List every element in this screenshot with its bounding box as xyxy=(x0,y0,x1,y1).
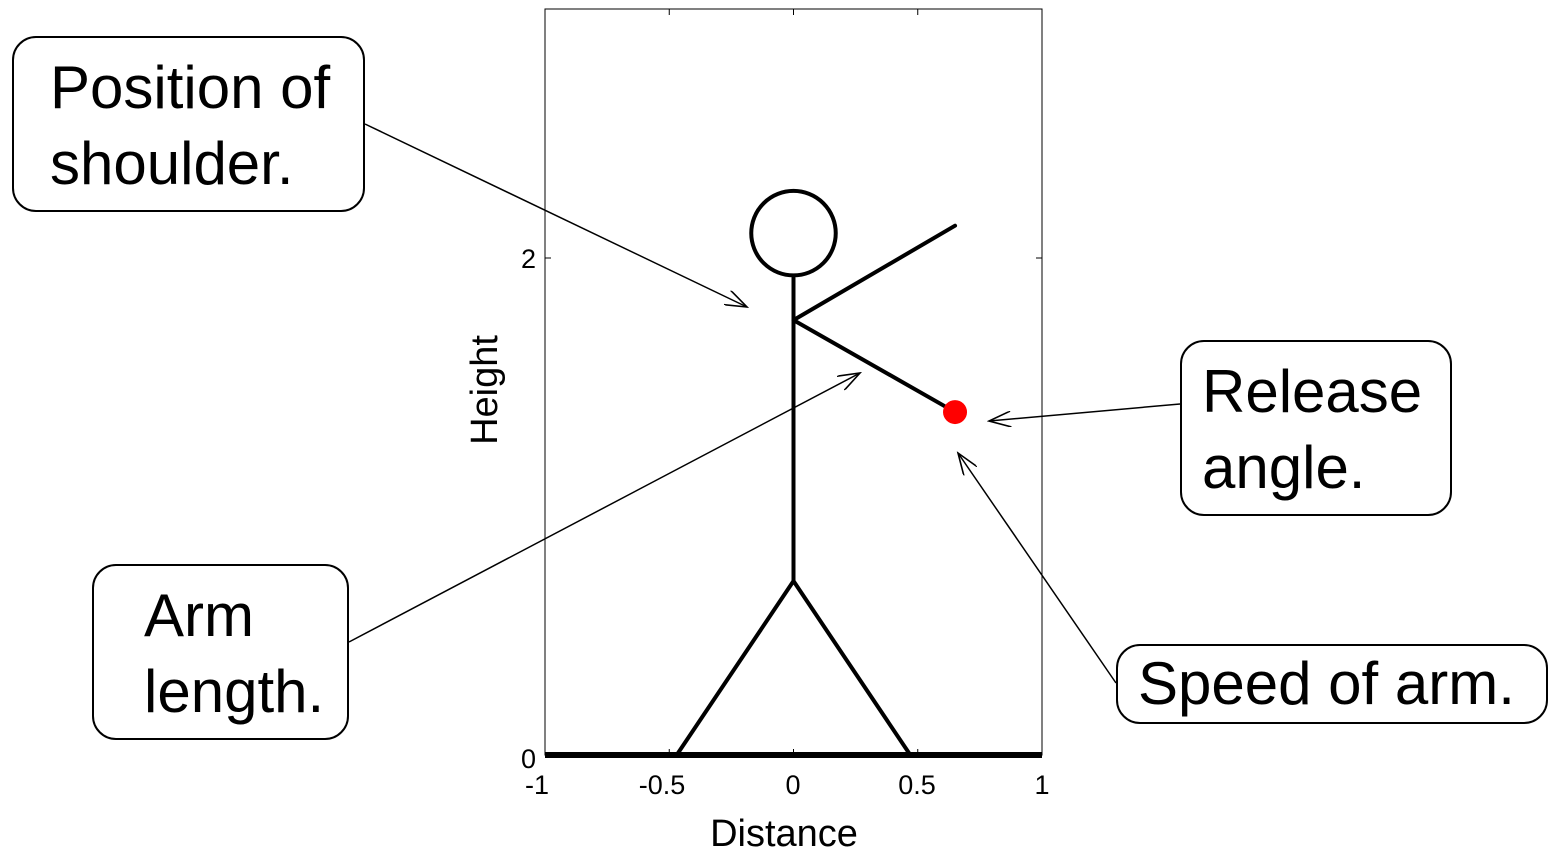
x-tick-label: 0 xyxy=(785,770,800,800)
shoulder-callout: Position of shoulder. xyxy=(12,36,365,212)
speed-leader-arrow xyxy=(958,453,1117,684)
release-angle-callout-line1: Release xyxy=(1202,358,1423,425)
arm-length-leader-arrow xyxy=(348,373,860,643)
y-tick-label: 0 xyxy=(521,744,536,774)
figure-arms xyxy=(791,223,958,415)
y-axis-tick-labels: 0 2 xyxy=(521,244,536,774)
x-axis-tick-labels: -1 -0.5 0 0.5 1 xyxy=(525,770,1050,800)
release-leader-arrow xyxy=(989,403,1181,421)
release-angle-callout-line2: angle. xyxy=(1202,434,1366,501)
figure-legs xyxy=(674,579,913,757)
x-axis-label: Distance xyxy=(710,813,858,852)
shoulder-callout-line1: Position of xyxy=(50,54,331,121)
x-tick-label: 0.5 xyxy=(898,770,936,800)
y-axis-label: Height xyxy=(464,335,506,445)
speed-of-arm-callout-line1: Speed of arm. xyxy=(1138,650,1515,717)
x-tick-label: 1 xyxy=(1034,770,1049,800)
arm-length-callout: Arm length. xyxy=(92,564,349,740)
figure-head xyxy=(749,188,838,278)
shoulder-callout-line2: shoulder. xyxy=(50,130,294,197)
x-tick-label: -0.5 xyxy=(639,770,686,800)
speed-of-arm-callout: Speed of arm. xyxy=(1116,644,1548,724)
arm-length-callout-line1: Arm xyxy=(144,582,254,649)
arm-length-callout-line2: length. xyxy=(144,658,325,725)
release-point-marker xyxy=(943,400,968,425)
shoulder-leader-arrow xyxy=(364,123,747,307)
release-angle-callout: Release angle. xyxy=(1180,340,1452,516)
y-tick-label: 2 xyxy=(521,244,536,274)
x-tick-label: -1 xyxy=(525,770,549,800)
stick-figure xyxy=(674,188,958,757)
